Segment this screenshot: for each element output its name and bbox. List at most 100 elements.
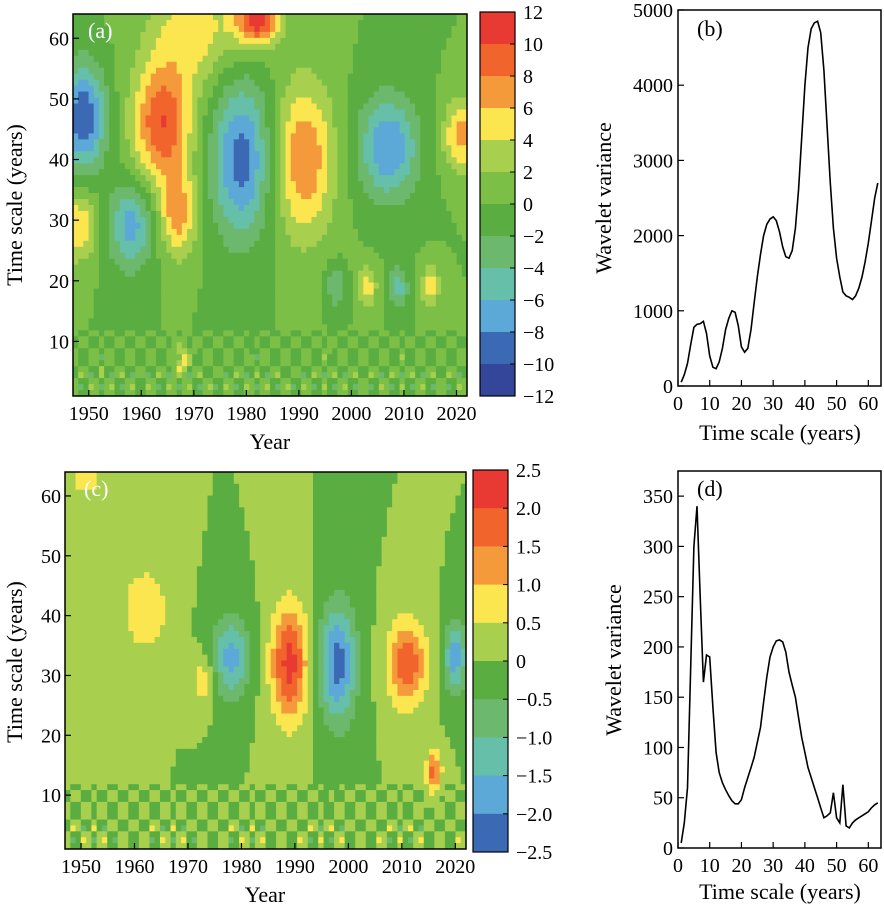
- heatmap-cell: [202, 306, 209, 314]
- heatmap-cell: [275, 282, 281, 290]
- heatmap-cell: [368, 205, 375, 212]
- x-tick-label: 2000: [331, 403, 371, 425]
- heatmap-cell: [104, 360, 110, 367]
- heatmap-cell: [425, 85, 432, 93]
- heatmap-cell: [212, 37, 219, 45]
- heatmap-cell: [342, 228, 349, 236]
- heatmap-cell: [166, 288, 173, 296]
- heatmap-cell: [280, 330, 287, 337]
- heatmap-cell: [130, 228, 136, 236]
- heatmap-cell: [358, 151, 364, 158]
- heatmap-cell: [130, 258, 136, 266]
- heatmap-cell: [295, 37, 302, 45]
- heatmap-cell: [207, 312, 214, 320]
- heatmap-cell: [249, 133, 256, 140]
- heatmap-cell: [384, 14, 390, 21]
- heatmap-cell: [430, 19, 437, 27]
- heatmap-cell: [150, 187, 157, 194]
- heatmap-cell: [332, 19, 338, 27]
- heatmap-cell: [223, 193, 230, 200]
- heatmap-cell: [409, 121, 416, 129]
- heatmap-cell: [420, 294, 427, 302]
- heatmap-cell: [446, 264, 453, 272]
- heatmap-cell: [135, 19, 141, 27]
- heatmap-cell: [295, 378, 302, 385]
- heatmap-cell: [109, 49, 116, 57]
- heatmap-cell: [420, 390, 427, 396]
- heatmap-cell: [155, 55, 162, 63]
- heatmap-cell: [358, 348, 364, 355]
- heatmap-cell: [311, 390, 318, 396]
- heatmap-cell: [456, 384, 463, 391]
- heatmap-cell: [342, 384, 349, 391]
- heatmap-cell: [358, 31, 364, 39]
- heatmap-cell: [228, 246, 235, 254]
- heatmap-cell: [264, 121, 271, 129]
- heatmap-cell: [363, 97, 370, 105]
- heatmap-cell: [332, 330, 338, 337]
- heatmap-cell: [275, 121, 281, 129]
- heatmap-cell: [176, 97, 183, 105]
- heatmap-cell: [446, 372, 453, 379]
- heatmap-cell: [181, 205, 188, 212]
- heatmap-cell: [373, 145, 380, 152]
- heatmap-cell: [389, 85, 396, 93]
- heatmap-cell: [342, 49, 349, 57]
- heatmap-cell: [192, 348, 199, 355]
- heatmap-cell: [83, 336, 90, 343]
- heatmap-cell: [259, 14, 266, 21]
- heatmap-cell: [342, 43, 349, 51]
- heatmap-cell: [461, 366, 467, 373]
- heatmap-cell: [155, 109, 162, 117]
- heatmap-cell: [384, 151, 390, 158]
- heatmap-cell: [202, 378, 209, 385]
- heatmap-cell: [114, 37, 121, 45]
- heatmap-cell: [88, 324, 95, 331]
- heatmap-cell: [135, 127, 141, 134]
- heatmap-cell: [446, 216, 453, 224]
- heatmap-cell: [233, 288, 240, 296]
- heatmap-cell: [425, 354, 432, 361]
- heatmap-cell: [306, 175, 313, 182]
- heatmap-cell: [378, 43, 385, 51]
- heatmap-cell: [435, 14, 442, 21]
- heatmap-cell: [332, 163, 338, 170]
- heatmap-cell: [83, 276, 90, 284]
- heatmap-cell: [135, 276, 141, 284]
- heatmap-cell: [311, 193, 318, 200]
- heatmap-cell: [130, 330, 136, 337]
- heatmap-cell: [264, 73, 271, 81]
- heatmap-cell: [176, 115, 183, 123]
- heatmap-cell: [114, 324, 121, 331]
- heatmap-cell: [130, 390, 136, 396]
- heatmap-cell: [98, 384, 105, 391]
- heatmap-cell: [192, 79, 199, 87]
- heatmap-cell: [285, 73, 292, 81]
- heatmap-cell: [290, 264, 297, 272]
- heatmap-cell: [187, 97, 193, 105]
- heatmap-cell: [285, 336, 292, 343]
- heatmap-cell: [171, 276, 178, 284]
- heatmap-cell: [233, 193, 240, 200]
- heatmap-cell: [394, 25, 401, 33]
- heatmap-cell: [332, 354, 338, 361]
- heatmap-cell: [104, 258, 110, 266]
- heatmap-cell: [73, 97, 79, 105]
- heatmap-cell: [254, 288, 261, 296]
- heatmap-cell: [98, 85, 105, 93]
- heatmap-cell: [181, 163, 188, 170]
- heatmap-cell: [150, 384, 157, 391]
- heatmap-cell: [290, 61, 297, 69]
- heatmap-cell: [290, 49, 297, 57]
- heatmap-cell: [435, 175, 442, 182]
- heatmap-cell: [435, 264, 442, 272]
- heatmap-cell: [321, 169, 328, 176]
- heatmap-cell: [415, 312, 421, 320]
- heatmap-cell: [83, 43, 90, 51]
- heatmap-cell: [337, 306, 344, 314]
- heatmap-cell: [109, 145, 116, 152]
- heatmap-cell: [150, 25, 157, 33]
- heatmap-cell: [114, 300, 121, 308]
- heatmap-cell: [399, 175, 406, 182]
- heatmap-cell: [197, 354, 204, 361]
